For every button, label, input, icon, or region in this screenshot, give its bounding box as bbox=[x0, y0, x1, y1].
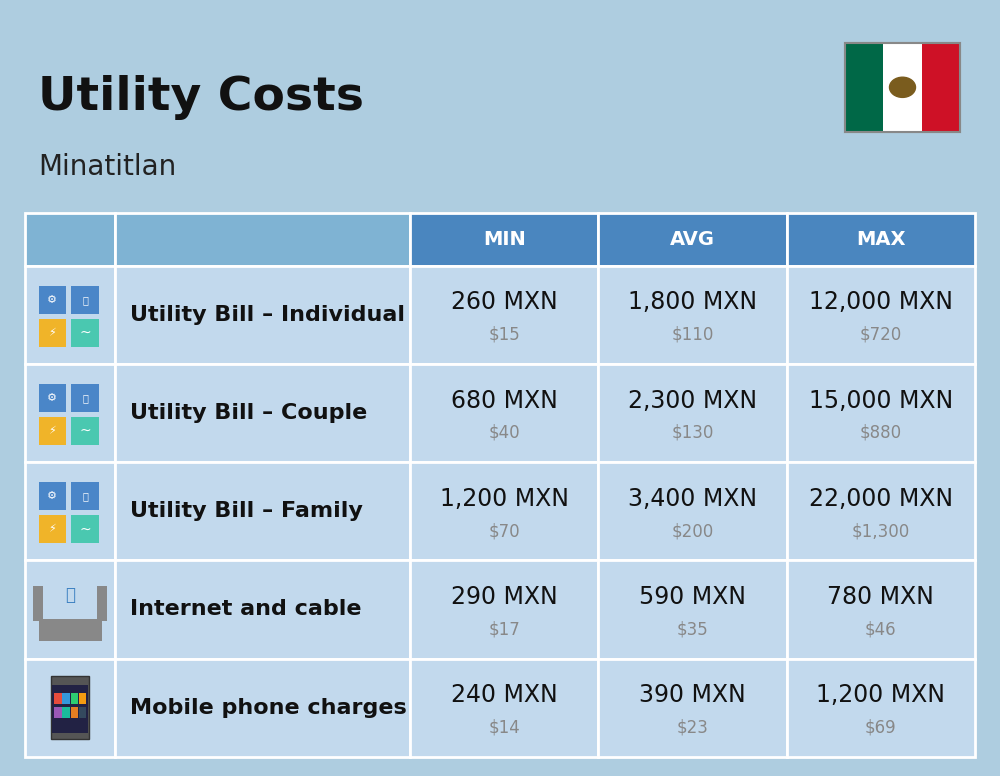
Text: Mobile phone charges: Mobile phone charges bbox=[130, 698, 407, 718]
Text: Internet and cable: Internet and cable bbox=[130, 600, 362, 619]
Text: 1,200 MXN: 1,200 MXN bbox=[816, 683, 945, 707]
Text: ⚙: ⚙ bbox=[47, 491, 57, 501]
Text: $14: $14 bbox=[488, 718, 520, 736]
Text: 👤: 👤 bbox=[82, 491, 88, 501]
Text: ⚡: ⚡ bbox=[48, 525, 56, 534]
Text: $23: $23 bbox=[677, 718, 708, 736]
Text: 1,800 MXN: 1,800 MXN bbox=[628, 290, 757, 314]
Text: ⚙: ⚙ bbox=[47, 295, 57, 305]
Text: Utility Costs: Utility Costs bbox=[38, 74, 364, 120]
Text: 👤: 👤 bbox=[82, 393, 88, 403]
Text: Utility Bill – Individual: Utility Bill – Individual bbox=[130, 305, 405, 325]
Text: 15,000 MXN: 15,000 MXN bbox=[809, 389, 953, 413]
Text: $46: $46 bbox=[865, 620, 897, 638]
Text: 2,300 MXN: 2,300 MXN bbox=[628, 389, 757, 413]
Text: $40: $40 bbox=[488, 424, 520, 442]
Text: 👤: 👤 bbox=[82, 295, 88, 305]
Text: MAX: MAX bbox=[856, 230, 906, 249]
Text: $130: $130 bbox=[671, 424, 714, 442]
Text: Minatitlan: Minatitlan bbox=[38, 153, 176, 181]
Text: $15: $15 bbox=[488, 326, 520, 344]
Text: 12,000 MXN: 12,000 MXN bbox=[809, 290, 953, 314]
Text: 260 MXN: 260 MXN bbox=[451, 290, 558, 314]
Text: 390 MXN: 390 MXN bbox=[639, 683, 746, 707]
Text: ~: ~ bbox=[79, 424, 91, 438]
Text: ⚡: ⚡ bbox=[48, 426, 56, 436]
Text: Utility Bill – Family: Utility Bill – Family bbox=[130, 501, 363, 521]
Text: Utility Bill – Couple: Utility Bill – Couple bbox=[130, 404, 367, 423]
Text: MIN: MIN bbox=[483, 230, 526, 249]
Text: $880: $880 bbox=[860, 424, 902, 442]
Text: $720: $720 bbox=[860, 326, 902, 344]
Text: AVG: AVG bbox=[670, 230, 715, 249]
Text: 780 MXN: 780 MXN bbox=[827, 585, 934, 608]
Text: $35: $35 bbox=[677, 620, 708, 638]
Text: 590 MXN: 590 MXN bbox=[639, 585, 746, 608]
Text: 680 MXN: 680 MXN bbox=[451, 389, 558, 413]
Text: $1,300: $1,300 bbox=[852, 522, 910, 540]
Text: 22,000 MXN: 22,000 MXN bbox=[809, 487, 953, 511]
Text: $70: $70 bbox=[488, 522, 520, 540]
Text: 3,400 MXN: 3,400 MXN bbox=[628, 487, 757, 511]
Text: ~: ~ bbox=[79, 326, 91, 340]
Text: 📶: 📶 bbox=[65, 587, 75, 605]
Text: $110: $110 bbox=[671, 326, 714, 344]
Text: $69: $69 bbox=[865, 718, 897, 736]
Text: ⚡: ⚡ bbox=[48, 328, 56, 338]
Text: $17: $17 bbox=[488, 620, 520, 638]
Text: ⚙: ⚙ bbox=[47, 393, 57, 403]
Text: 290 MXN: 290 MXN bbox=[451, 585, 558, 608]
Text: ~: ~ bbox=[79, 522, 91, 536]
Text: $200: $200 bbox=[671, 522, 714, 540]
Text: 240 MXN: 240 MXN bbox=[451, 683, 558, 707]
Text: 1,200 MXN: 1,200 MXN bbox=[440, 487, 569, 511]
